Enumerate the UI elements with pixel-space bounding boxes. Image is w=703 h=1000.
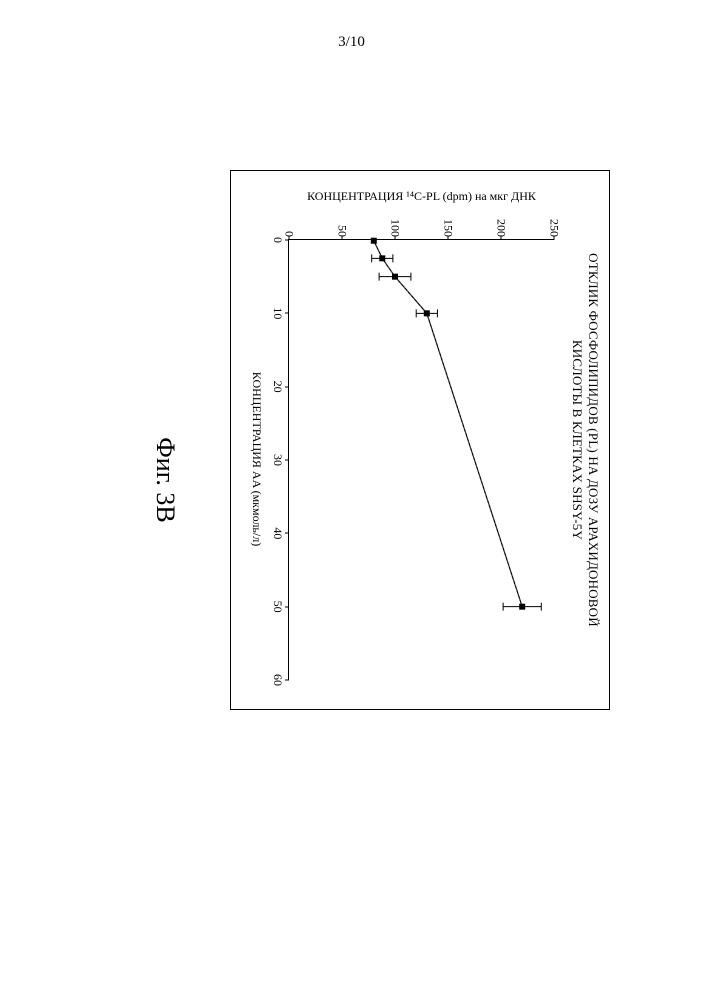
x-tick-mark [285,386,289,387]
x-tick-label: 20 [270,381,285,393]
x-axis-label: КОНЦЕНТРАЦИЯ AA (мкмоль/л) [249,239,264,679]
data-point-marker [392,274,398,280]
chart-title-line2: КИСЛОТЫ В КЛЕТКАХ SHSY-5Y [570,340,585,540]
y-axis-label-text: КОНЦЕНТРАЦИЯ ¹⁴C-PL (dpm) на мкг ДНК [307,189,536,204]
y-tick-label: 250 [547,219,562,237]
figure-wrap: ОТКЛИК ФОСФОЛИПИДОВ (PL) НА ДОЗУ АРАХИДО… [100,100,620,860]
x-tick-label: 10 [270,307,285,319]
x-tick-label: 50 [270,601,285,613]
page-number: 3/10 [0,34,703,51]
x-tick-mark [285,680,289,681]
x-tick-label: 30 [270,454,285,466]
x-tick-label: 0 [270,237,285,243]
y-axis-label: КОНЦЕНТРАЦИЯ ¹⁴C-PL (dpm) на мкг ДНК [289,189,554,203]
x-tick-label: 60 [270,674,285,686]
chart-svg [289,240,554,680]
x-tick-mark [285,606,289,607]
y-tick-label: 100 [388,219,403,237]
x-tick-mark [285,313,289,314]
x-tick-mark [285,460,289,461]
y-tick-mark [395,236,396,240]
figure-caption: Фиг. 3B [150,100,180,860]
series-line [374,241,522,607]
page: 3/10 ОТКЛИК ФОСФОЛИПИДОВ (PL) НА ДОЗУ АР… [0,0,703,1000]
x-tick-mark [285,533,289,534]
data-point-marker [424,310,430,316]
x-tick-mark [285,240,289,241]
data-point-marker [379,255,385,261]
y-tick-mark [448,236,449,240]
data-point-marker [371,238,377,244]
chart-title: ОТКЛИК ФОСФОЛИПИДОВ (PL) НА ДОЗУ АРАХИДО… [569,179,602,701]
chart-frame: ОТКЛИК ФОСФОЛИПИДОВ (PL) НА ДОЗУ АРАХИДО… [230,170,610,710]
y-tick-label: 150 [441,219,456,237]
y-tick-label: 200 [494,219,509,237]
plot-area: 0501001502002500102030405060 [288,239,554,680]
y-tick-mark [501,236,502,240]
figure-rotated: ОТКЛИК ФОСФОЛИПИДОВ (PL) НА ДОЗУ АРАХИДО… [100,100,620,860]
data-point-marker [519,604,525,610]
chart-title-line1: ОТКЛИК ФОСФОЛИПИДОВ (PL) НА ДОЗУ АРАХИДО… [586,253,601,627]
x-tick-label: 40 [270,527,285,539]
series-line-dotted [374,241,522,607]
y-tick-mark [554,236,555,240]
y-tick-mark [342,236,343,240]
